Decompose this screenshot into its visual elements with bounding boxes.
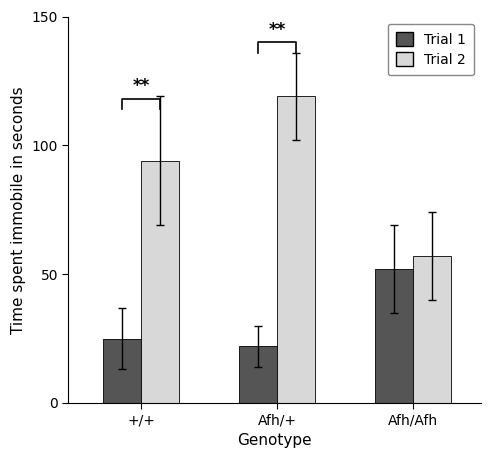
Bar bbox=[239, 346, 277, 403]
Y-axis label: Time spent immobile in seconds: Time spent immobile in seconds bbox=[11, 86, 26, 334]
X-axis label: Genotype: Genotype bbox=[237, 433, 312, 448]
Text: **: ** bbox=[132, 77, 150, 95]
Legend: Trial 1, Trial 2: Trial 1, Trial 2 bbox=[388, 23, 474, 75]
Bar bbox=[141, 161, 179, 403]
Bar bbox=[375, 269, 413, 403]
Bar bbox=[103, 339, 141, 403]
Bar bbox=[277, 96, 315, 403]
Bar bbox=[413, 256, 451, 403]
Text: **: ** bbox=[268, 21, 285, 39]
